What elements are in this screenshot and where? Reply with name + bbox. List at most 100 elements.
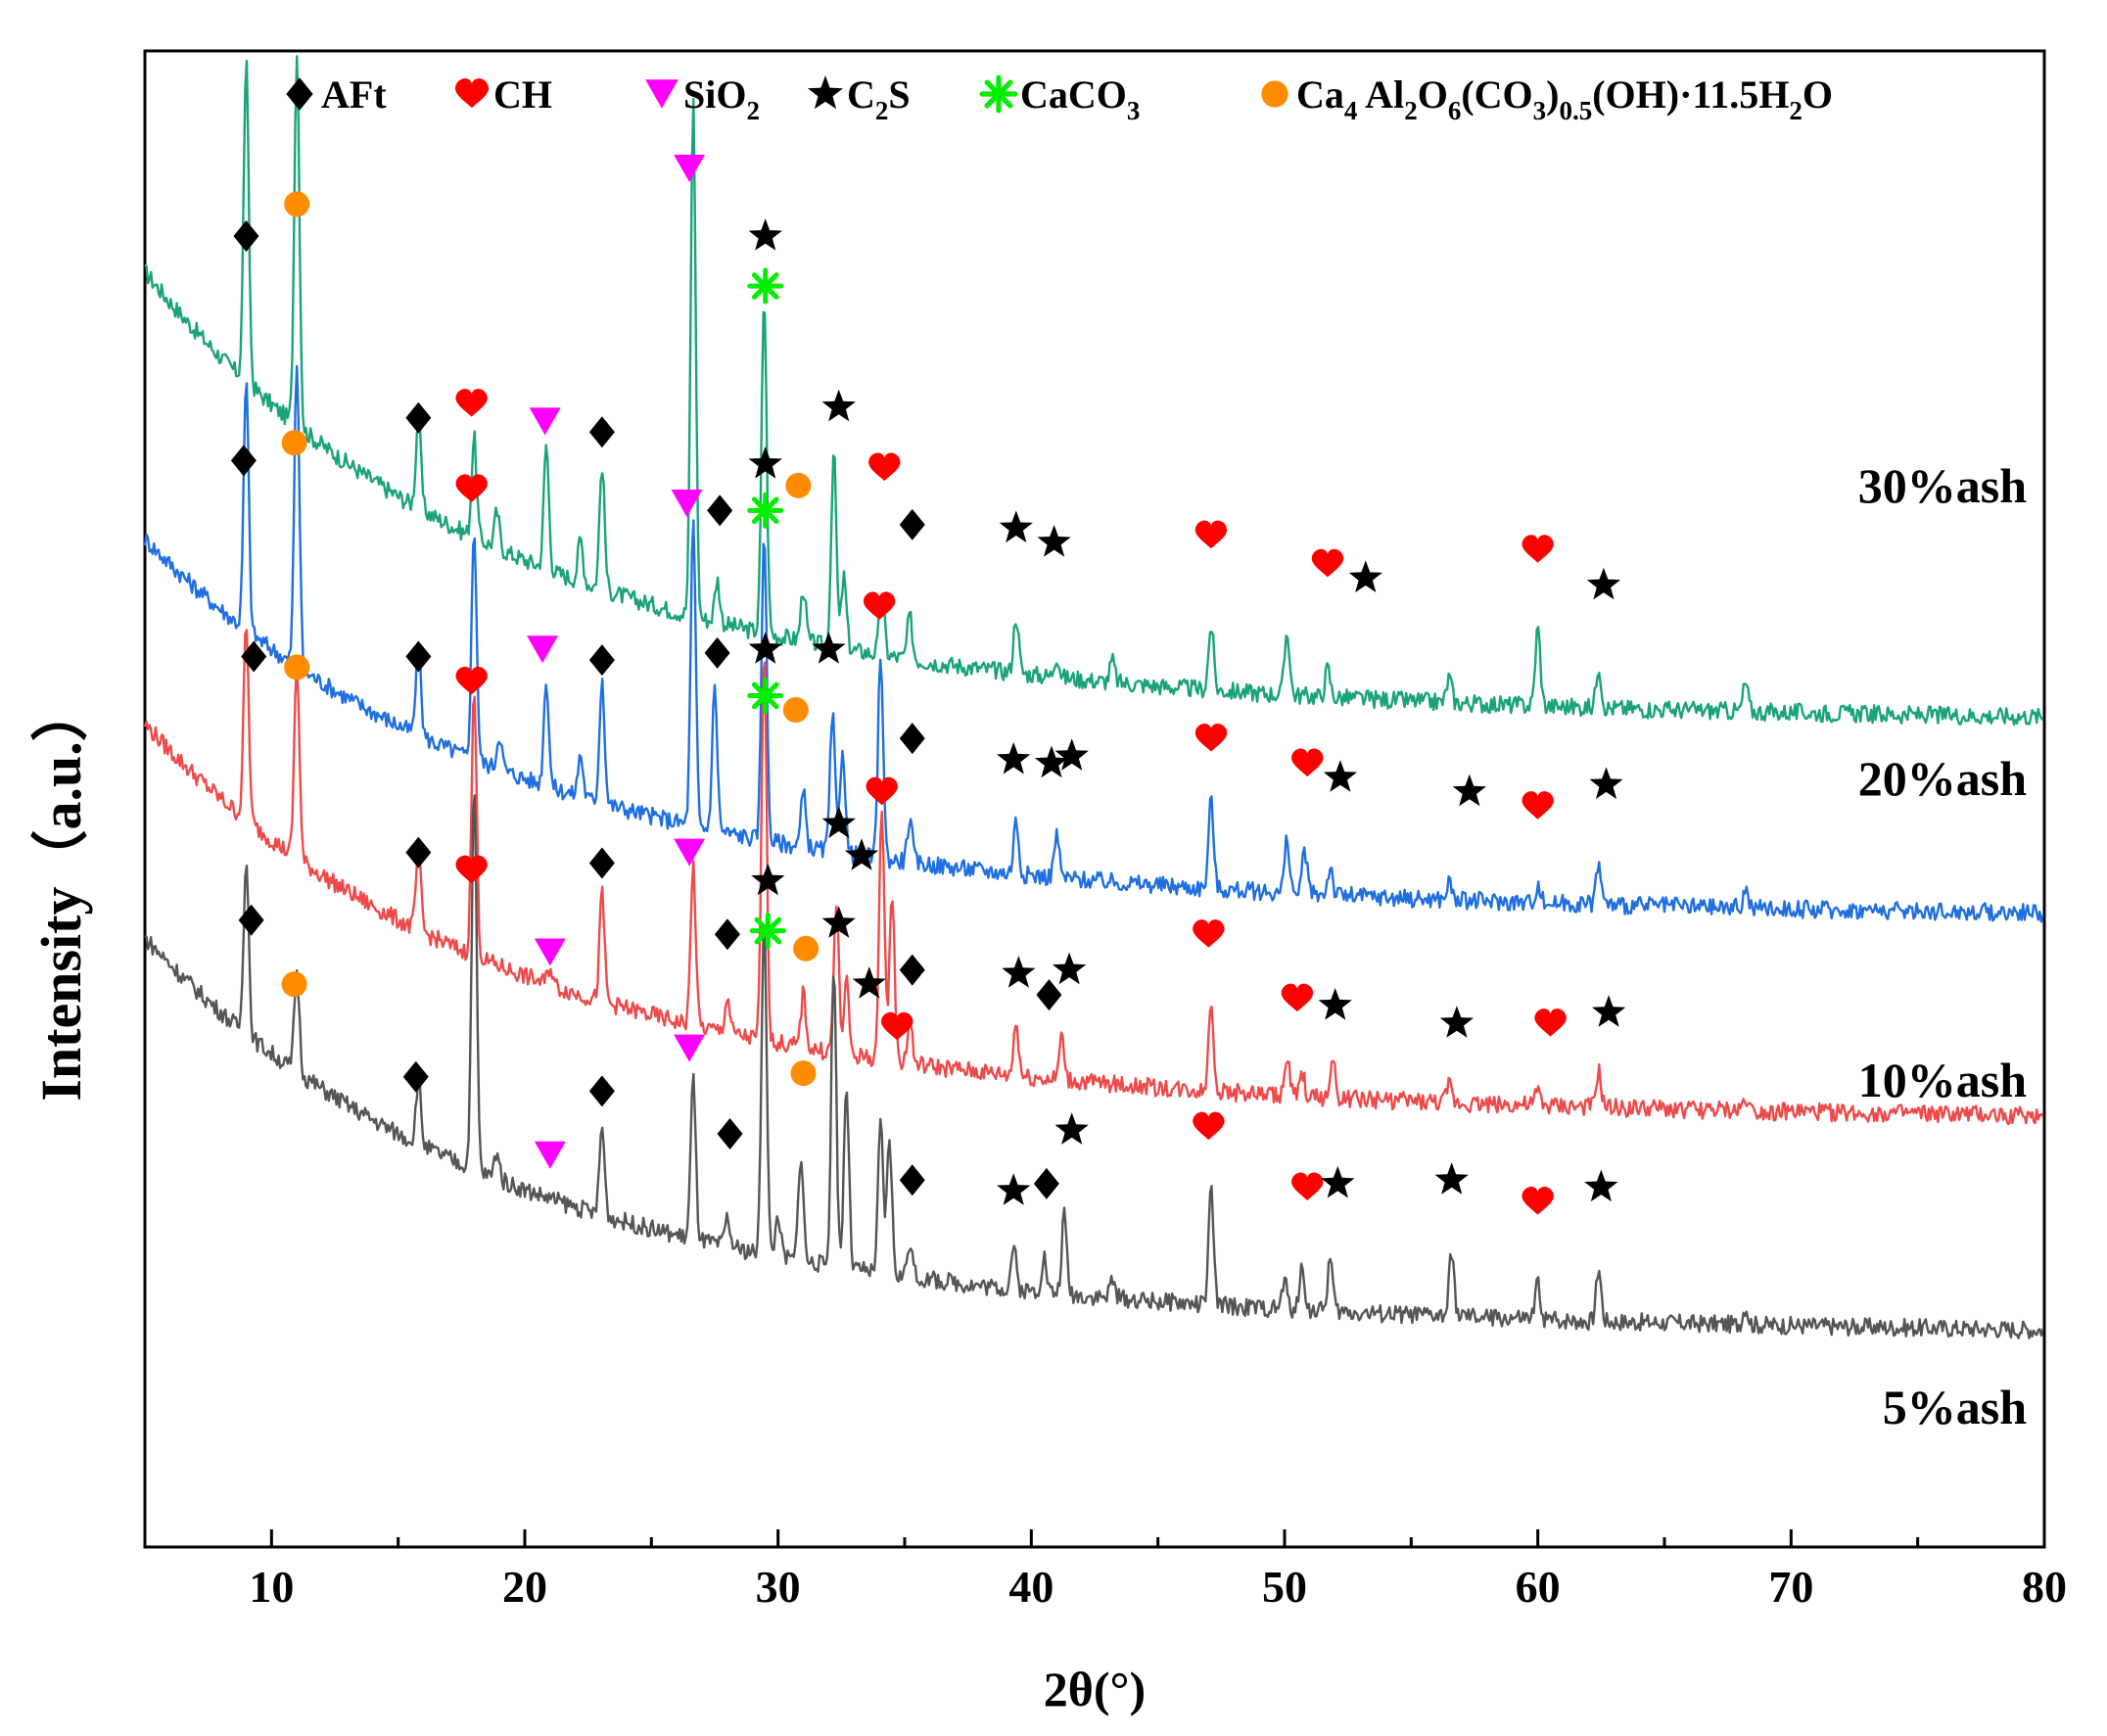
peak-marker-triangle <box>529 407 561 436</box>
peak-marker-circle <box>790 1060 817 1087</box>
peak-marker-diamond <box>714 918 740 951</box>
peak-marker-heart <box>1522 535 1554 563</box>
peak-marker-star <box>1452 774 1486 807</box>
peak-marker-triangle <box>645 79 679 109</box>
y-axis-label: Intensity（a.u.） <box>29 684 93 1101</box>
peak-marker-star <box>821 906 856 938</box>
peak-marker-diamond <box>402 1060 429 1093</box>
peak-marker-star <box>999 510 1033 543</box>
peak-marker-asterisk <box>747 267 784 305</box>
peak-marker-circle <box>284 191 310 217</box>
x-tick-label: 70 <box>1768 1562 1813 1612</box>
peak-marker-star <box>1318 988 1352 1020</box>
peak-marker-heart <box>1291 748 1324 777</box>
legend-entry-C2S: C2S <box>847 72 911 125</box>
peak-marker-diamond <box>405 401 432 434</box>
peak-marker-heart <box>868 452 901 482</box>
peak-marker-circle <box>793 935 819 962</box>
x-tick-label: 20 <box>502 1562 547 1612</box>
series-label-30%ash: 30%ash <box>1858 458 2027 513</box>
peak-marker-star <box>1439 1006 1474 1038</box>
peak-marker-asterisk <box>749 913 786 950</box>
peak-marker-diamond <box>704 636 730 669</box>
series-curves <box>143 55 2044 1339</box>
peak-marker-star <box>751 863 785 896</box>
plot-frame <box>143 49 2046 1549</box>
peak-marker-diamond <box>1036 979 1062 1011</box>
x-axis-label: 2θ(°) <box>1044 1662 1146 1716</box>
series-label-20%ash: 20%ash <box>1858 751 2027 806</box>
peak-marker-star <box>1002 956 1036 988</box>
peak-marker-asterisk <box>747 492 784 529</box>
peak-marker-star <box>812 632 846 664</box>
peak-marker-circle <box>1261 80 1288 108</box>
peak-marker-diamond <box>899 954 925 986</box>
peak-marker-heart <box>1193 919 1225 948</box>
peak-marker-star <box>1592 995 1626 1027</box>
peak-marker-diamond <box>588 416 615 448</box>
peak-marker-heart <box>455 666 488 695</box>
peak-marker-diamond <box>588 847 615 879</box>
peak-marker-circle <box>782 697 809 724</box>
peak-marker-heart <box>455 474 488 502</box>
peak-marker-heart <box>1534 1009 1567 1037</box>
peak-marker-circle <box>284 654 310 680</box>
peak-marker-diamond <box>707 494 733 527</box>
peak-marker-star <box>997 1173 1031 1205</box>
peak-marker-star <box>748 446 782 479</box>
legend-entry-SiO2: SiO2 <box>683 72 760 125</box>
peak-marker-triangle <box>527 635 559 664</box>
peak-marker-diamond <box>899 723 925 755</box>
series-line-10%ash <box>143 629 2044 1125</box>
peak-marker-diamond <box>588 644 615 677</box>
peak-marker-triangle <box>674 155 706 183</box>
peak-marker-star <box>1434 1162 1469 1195</box>
peak-marker-heart <box>1522 1186 1554 1215</box>
peak-marker-star <box>1054 738 1089 771</box>
x-tick-label: 40 <box>1008 1562 1054 1612</box>
x-tick-label: 80 <box>2022 1562 2067 1612</box>
peak-marker-diamond <box>233 220 259 253</box>
legend: AFt CH SiO2 C2S CaCO3 Ca4 Al2O6(CO3)0.5(OH)·1… <box>286 72 1833 125</box>
peak-marker-heart <box>1281 983 1314 1012</box>
peak-marker-diamond <box>899 508 925 540</box>
peak-marker-diamond <box>899 1164 925 1196</box>
legend-entry-CH: CH <box>493 72 552 117</box>
peak-marker-star <box>748 632 782 664</box>
peak-marker-star <box>821 389 856 422</box>
peak-marker-diamond <box>405 836 432 868</box>
peak-marker-diamond <box>1033 1167 1059 1199</box>
peak-marker-triangle <box>534 1141 566 1169</box>
peak-marker-diamond <box>405 640 432 673</box>
series-line-5%ash <box>144 794 2044 1339</box>
series-label-5%ash: 5%ash <box>1883 1380 2027 1434</box>
x-tick-label: 10 <box>249 1562 294 1612</box>
peak-marker-diamond <box>588 1075 615 1107</box>
peak-marker-heart <box>1311 548 1344 578</box>
peak-marker-star <box>1037 525 1071 557</box>
peak-marker-star <box>852 966 886 999</box>
legend-entry-Hc: Ca4 Al2O6(CO3)0.5(OH)·11.5H2O <box>1296 72 1833 125</box>
peak-marker-diamond <box>230 445 257 477</box>
peak-marker-heart <box>1522 791 1554 820</box>
x-tick-label: 30 <box>756 1562 801 1612</box>
peak-marker-star <box>1584 1169 1618 1202</box>
peak-marker-star <box>1053 952 1087 985</box>
peak-marker-star <box>808 75 843 110</box>
peak-marker-circle <box>281 971 307 998</box>
peak-marker-star <box>1321 1165 1355 1198</box>
peak-marker-triangle <box>534 938 566 966</box>
peak-marker-heart <box>454 78 490 109</box>
peak-marker-heart <box>866 776 898 806</box>
peak-marker-heart <box>455 389 488 417</box>
peak-marker-star <box>1054 1112 1089 1145</box>
peak-marker-triangle <box>671 490 703 518</box>
series-label-10%ash: 10%ash <box>1858 1053 2027 1107</box>
peak-marker-circle <box>281 430 307 456</box>
x-axis-ticks: 10 20 30 40 50 60 70 80 <box>249 1529 2067 1612</box>
peak-marker-heart <box>1193 1111 1225 1141</box>
peak-marker-asterisk <box>747 677 784 714</box>
legend-entry-AFt: AFt <box>321 72 387 117</box>
peak-marker-star <box>1589 767 1623 799</box>
